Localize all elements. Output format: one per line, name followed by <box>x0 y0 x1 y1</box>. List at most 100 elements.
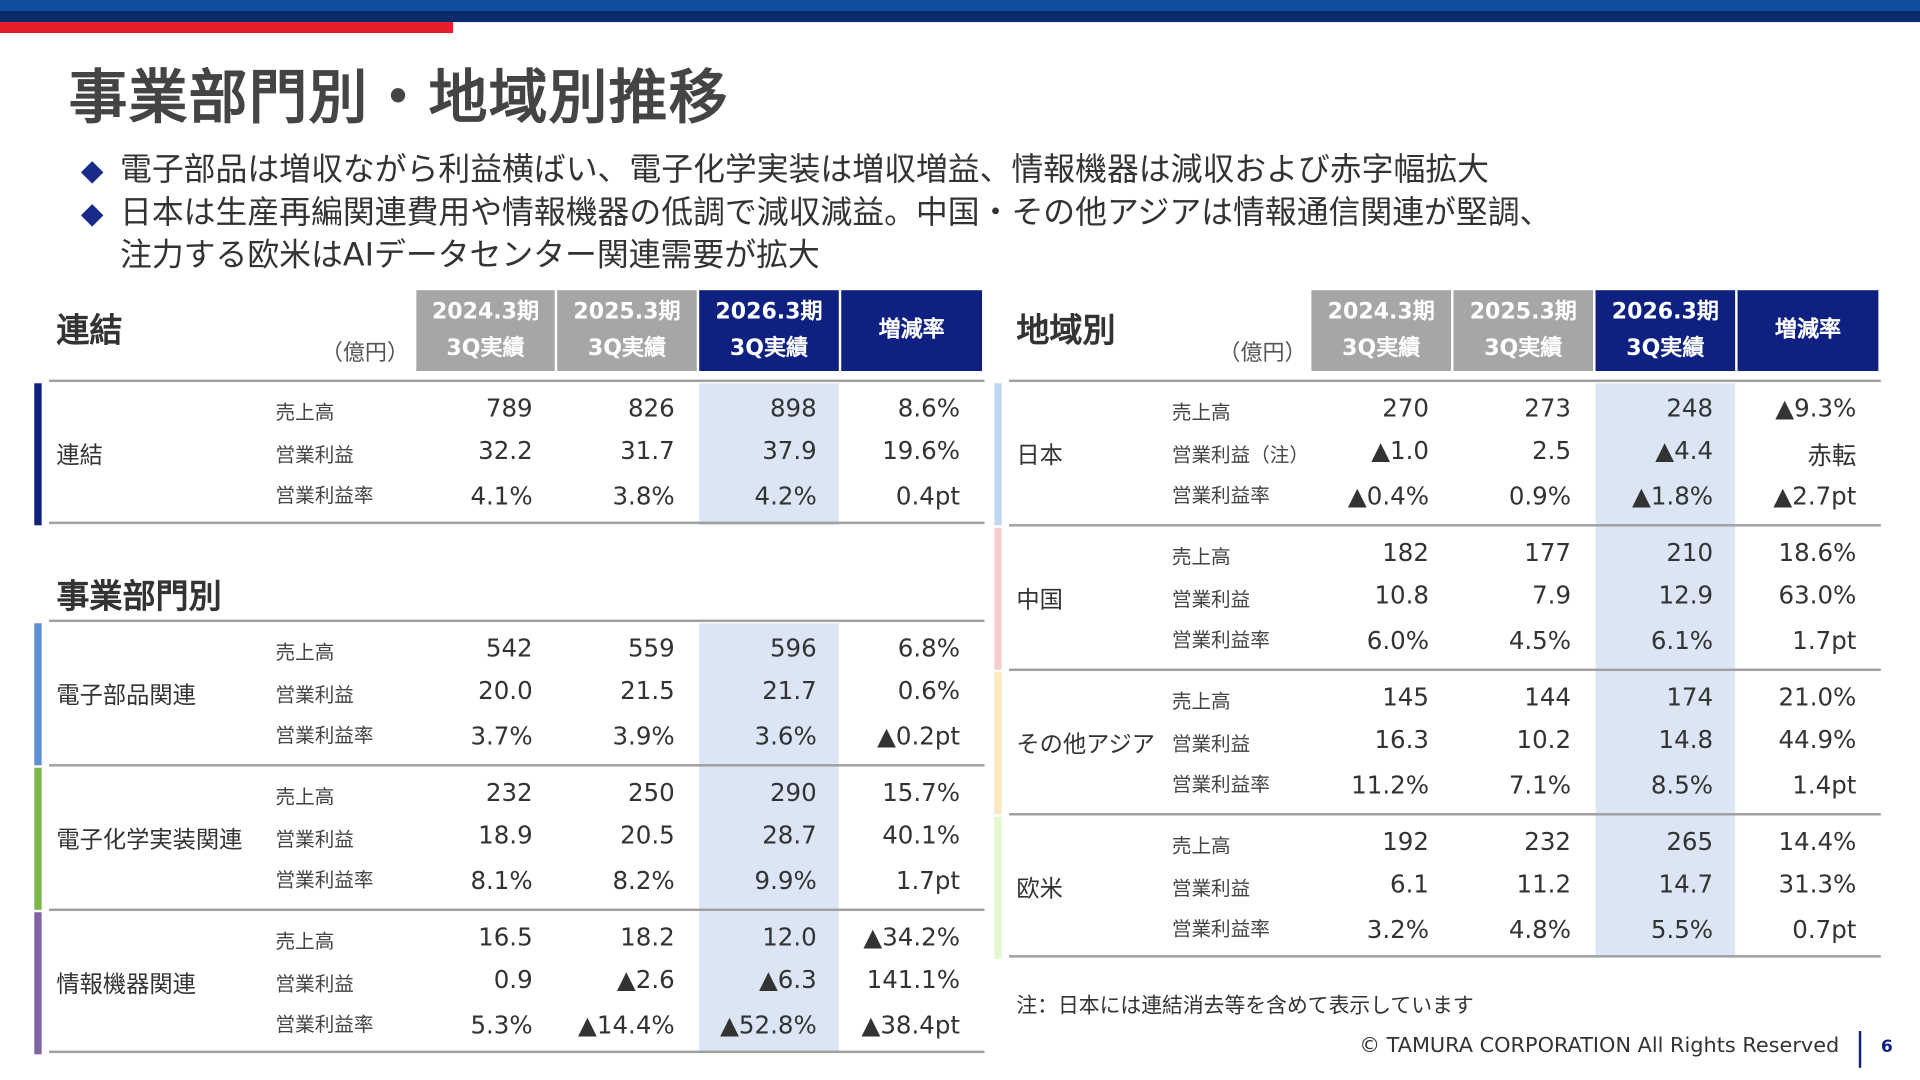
cell-value: 14.4% <box>1778 826 1857 856</box>
metric-label: 営業利益 <box>1171 876 1251 901</box>
cell-value: ▲1.8% <box>1632 481 1714 511</box>
metric-label: 営業利益率 <box>1171 628 1270 652</box>
cell-value: 5.5% <box>1650 914 1714 945</box>
current-period-highlight <box>699 383 839 526</box>
cell-value: ▲9.3% <box>1775 393 1857 423</box>
cell-value: 1.7pt <box>1792 625 1857 656</box>
cell-value: 789 <box>485 393 533 423</box>
cell-value: 7.9 <box>1532 580 1572 610</box>
cell-value: 273 <box>1524 393 1572 423</box>
cell-value: 16.3 <box>1374 724 1429 755</box>
metric-label: 営業利益率 <box>275 483 374 507</box>
row-divider <box>1008 668 1881 672</box>
column-header-line1: 増減率 <box>878 317 945 343</box>
cell-value: 6.8% <box>897 633 961 663</box>
cell-value: 20.0 <box>478 675 533 706</box>
group-label: 中国 <box>1016 586 1063 614</box>
page-title: 事業部門別・地域別推移 <box>68 63 729 133</box>
metric-label: 売上高 <box>275 784 335 809</box>
cell-value: 3.8% <box>612 481 675 511</box>
unit-label: （億円） <box>1218 340 1307 367</box>
column-header-line1: 増減率 <box>1774 317 1842 343</box>
cell-value: ▲0.4% <box>1347 481 1429 511</box>
column-header: 増減率 <box>1737 290 1879 372</box>
cell-value: 0.7pt <box>1792 914 1857 945</box>
cell-value: ▲52.8% <box>720 1010 817 1040</box>
metric-label: 売上高 <box>275 929 335 953</box>
column-header: 2026.3期 3Q実績 <box>699 290 839 372</box>
cell-value: ▲4.4 <box>1655 435 1714 466</box>
cell-value: 3.9% <box>612 721 675 751</box>
cell-value: 145 <box>1382 682 1429 712</box>
cell-value: 5.3% <box>470 1010 533 1040</box>
column-header-line1: 2025.3期 <box>1469 298 1577 325</box>
cell-value: 144 <box>1524 682 1572 712</box>
consolidated-title: 連結 <box>56 312 123 351</box>
metric-label: 営業利益 <box>1171 732 1251 756</box>
metric-label: 営業利益 <box>275 443 354 467</box>
cell-value: 8.1% <box>470 865 533 896</box>
top-band-dark <box>0 11 1920 23</box>
column-header-line2: 3Q実績 <box>1484 335 1563 362</box>
bullet-item: ◆ 日本は生産再編関連費用や情報機器の低調で減収減益。中国・その他アジアは情報通信… <box>81 192 1552 235</box>
column-header: 2025.3期 3Q実績 <box>557 290 697 372</box>
group-color-bar <box>34 623 42 766</box>
cell-value: 0.9 <box>493 964 533 995</box>
cell-value: 250 <box>627 777 675 807</box>
cell-value: 559 <box>627 633 675 663</box>
diamond-icon: ◆ <box>80 153 104 188</box>
row-divider <box>48 764 985 767</box>
cell-value: 232 <box>485 777 533 807</box>
cell-value: 40.1% <box>882 820 961 850</box>
cell-value: 10.2 <box>1516 724 1572 755</box>
cell-value: 596 <box>769 633 817 663</box>
metric-label: 営業利益率 <box>275 1012 374 1036</box>
page-number: 6 <box>1880 1037 1893 1057</box>
cell-value: 14.7 <box>1658 869 1714 899</box>
column-header-line1: 2025.3期 <box>573 298 681 325</box>
cell-value: 28.7 <box>762 820 817 850</box>
cell-value: ▲1.0 <box>1371 435 1429 466</box>
column-header-line2: 3Q実績 <box>446 335 525 362</box>
cell-value: ▲2.7pt <box>1773 481 1857 511</box>
cell-value: 31.7 <box>620 435 675 466</box>
metric-label: 営業利益（注） <box>1171 443 1310 467</box>
group-label: 電子化学実装関連 <box>56 826 243 854</box>
cell-value: 4.8% <box>1508 914 1572 945</box>
column-header: 2024.3期 3Q実績 <box>416 290 555 372</box>
cell-value: 898 <box>769 393 817 423</box>
cell-value: 2.5 <box>1532 435 1572 466</box>
cell-value: 141.1% <box>866 964 961 995</box>
group-label: 欧米 <box>1016 875 1063 903</box>
bullet-text: 電子部品は増収ながら利益横ばい、電子化学実装は増収増益、情報機器は減収および赤字… <box>120 151 1490 189</box>
column-header: 2026.3期 3Q実績 <box>1595 290 1736 372</box>
cell-value: ▲34.2% <box>863 922 961 952</box>
cell-value: 182 <box>1382 537 1429 567</box>
cell-value: 7.1% <box>1508 770 1572 800</box>
column-header-line2: 3Q実績 <box>587 335 667 362</box>
cell-value: 177 <box>1524 537 1572 567</box>
footnote: 注：日本には連結消去等を含めて表示しています <box>1016 994 1474 1019</box>
group-color-bar <box>34 767 42 910</box>
cell-value: 11.2% <box>1351 770 1429 800</box>
row-divider <box>48 619 985 623</box>
row-divider <box>48 908 985 912</box>
cell-value: 0.9% <box>1508 481 1572 511</box>
copyright: © TAMURA CORPORATION All Rights Reserved <box>1359 1033 1840 1058</box>
cell-value: 8.6% <box>897 393 961 423</box>
cell-value: 8.5% <box>1650 770 1714 800</box>
cell-value: 1.4pt <box>1792 770 1857 800</box>
cell-value: 210 <box>1666 537 1714 567</box>
column-header: 2024.3期 3Q実績 <box>1311 290 1452 372</box>
summary-bullets: ◆ 電子部品は増収ながら利益横ばい、電子化学実装は増収増益、情報機器は減収および赤… <box>81 149 1552 278</box>
page-separator <box>1858 1031 1862 1068</box>
cell-value: ▲0.2pt <box>877 721 961 751</box>
row-divider <box>1008 379 1881 383</box>
cell-value: 15.7% <box>882 777 961 807</box>
cell-value: 63.0% <box>1778 580 1857 610</box>
cell-value: 0.6% <box>897 675 961 706</box>
cell-value: 18.2 <box>620 922 675 952</box>
cell-value: 265 <box>1666 826 1714 856</box>
metric-label: 売上高 <box>275 400 335 424</box>
cell-value: 12.0 <box>762 922 817 952</box>
